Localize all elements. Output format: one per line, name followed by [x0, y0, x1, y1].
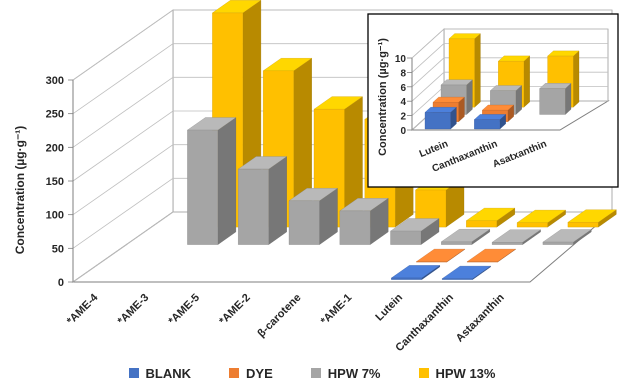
- y-axis-title: Concentration (µg·g⁻¹): [13, 126, 27, 255]
- legend-item-dye: DYE: [229, 366, 273, 381]
- bar-hpw-13-astaxanthin: [567, 209, 617, 228]
- bar-front: [441, 241, 472, 245]
- y-tick-label: 4: [400, 97, 406, 108]
- legend-item-blank: BLANK: [128, 365, 192, 381]
- bar-side: [466, 79, 473, 115]
- bar-top: [473, 114, 507, 120]
- bar-front: [238, 168, 269, 245]
- x-tick-labels: *AME-4 *AME-3 *AME-5 *AME-2 β-carotene *AME-1…: [65, 291, 507, 354]
- bar-front: [516, 222, 548, 228]
- bar-front: [441, 278, 473, 280]
- x-tick-label-ame-5: *AME-5: [166, 292, 202, 328]
- x-tick-label-astaxanthin: Astaxanthin: [454, 291, 507, 344]
- legend-item-hpw-13: HPW 13%: [418, 365, 496, 381]
- gridline: [411, 28, 608, 59]
- y-tick-label: 6: [400, 83, 406, 94]
- bar-hpw-7-astaxanthin: [542, 229, 592, 245]
- bar-front: [491, 242, 523, 245]
- bar-side: [573, 50, 580, 108]
- bar-front: [187, 129, 219, 245]
- bar-side: [474, 33, 481, 108]
- x-tick-label-ame-3: *AME-3: [116, 292, 152, 328]
- gridline: [411, 43, 608, 73]
- y-tick-label: 2: [400, 112, 406, 123]
- x-tick-label-carotene: β-carotene: [255, 292, 303, 340]
- x-tick-label-ame-2: *AME-2: [217, 292, 253, 328]
- inset-y-tick-labels: 0 2 4 6 8 10: [395, 54, 407, 137]
- bar-top: [432, 96, 465, 103]
- bar-top: [448, 33, 481, 39]
- legend-item-hpw-7: HPW 7%: [310, 365, 381, 381]
- bar-front: [339, 210, 371, 245]
- y-tick-labels: 0 50 100 150 200 250 300: [46, 75, 64, 289]
- bar-front: [474, 119, 501, 130]
- legend: BLANK DYE HPW 7% HPW 13%: [0, 362, 624, 384]
- bar-top: [440, 79, 473, 86]
- bar-hpw-7-lutein: [440, 228, 491, 245]
- y-tick-label: 250: [46, 109, 64, 121]
- bar-hpw-7-ame-3: [186, 117, 237, 245]
- bar-front: [466, 220, 497, 228]
- bar-hpw-7-carotene: [339, 198, 389, 245]
- gridline: [72, 9, 612, 81]
- bar-blank-lutein: [424, 106, 457, 130]
- y-tick-label: 0: [58, 277, 64, 289]
- y-tick-label: 0: [400, 126, 406, 137]
- bar-front: [567, 222, 599, 228]
- bar-blank-canthaxanthin: [441, 265, 492, 280]
- bar-hpw-7-ame-2: [288, 187, 338, 245]
- y-tick-label: 10: [395, 54, 407, 65]
- bar-hpw-7-asatxanthin: [539, 82, 572, 115]
- bar-top: [547, 50, 580, 57]
- bar-top: [489, 85, 523, 91]
- bar-dye-canthaxanthin: [466, 248, 517, 263]
- bar-hpw-7-ame-1: [390, 218, 440, 245]
- bar-dye-lutein: [415, 248, 466, 263]
- gridline: [72, 211, 612, 283]
- bar-blank-canthaxanthin: [473, 114, 507, 130]
- inset-bars: [424, 33, 580, 130]
- y-tick-label: 300: [46, 75, 64, 87]
- x-tick-label-lutein: Lutein: [373, 291, 405, 323]
- legend-label: HPW 7%: [327, 365, 381, 381]
- legend-swatch: [418, 368, 429, 378]
- bar-top: [481, 104, 515, 111]
- bar-front: [424, 112, 451, 130]
- bar-front: [542, 241, 574, 245]
- bar-front: [288, 200, 320, 245]
- legend-label: DYE: [246, 365, 273, 381]
- bar-hpw-7-canthaxanthin: [491, 229, 542, 245]
- y-tick-label: 50: [52, 243, 64, 255]
- bar-side: [523, 55, 530, 108]
- y-tick-label: 150: [46, 176, 64, 188]
- legend-swatch: [128, 368, 139, 378]
- bar-hpw-13-canthaxanthin: [516, 209, 567, 228]
- bar-front: [539, 88, 566, 115]
- bar-front: [391, 277, 422, 280]
- y-tick-label: 8: [400, 68, 406, 79]
- bar-top: [497, 55, 531, 62]
- x-tick-label-ame-4: *AME-4: [65, 291, 101, 327]
- bar-top: [424, 107, 457, 113]
- bar-side: [268, 156, 287, 245]
- legend-swatch: [229, 368, 240, 378]
- bar-hpw-13-lutein: [465, 207, 516, 228]
- bar-top: [539, 83, 572, 89]
- legend-swatch: [310, 368, 321, 378]
- legend-label: HPW 13%: [435, 365, 496, 381]
- bar-hpw-7-ame-5: [237, 156, 288, 245]
- bar-side: [217, 117, 237, 245]
- bar-blank-lutein: [390, 265, 441, 280]
- x-tick-label-ame-1: *AME-1: [319, 292, 355, 328]
- y-tick-label: 100: [46, 210, 64, 222]
- inset-y-axis-title: Concentration (µg·g⁻¹): [377, 38, 389, 156]
- legend-label: BLANK: [145, 365, 192, 381]
- y-tick-label: 200: [46, 142, 64, 154]
- bar-front: [390, 230, 422, 245]
